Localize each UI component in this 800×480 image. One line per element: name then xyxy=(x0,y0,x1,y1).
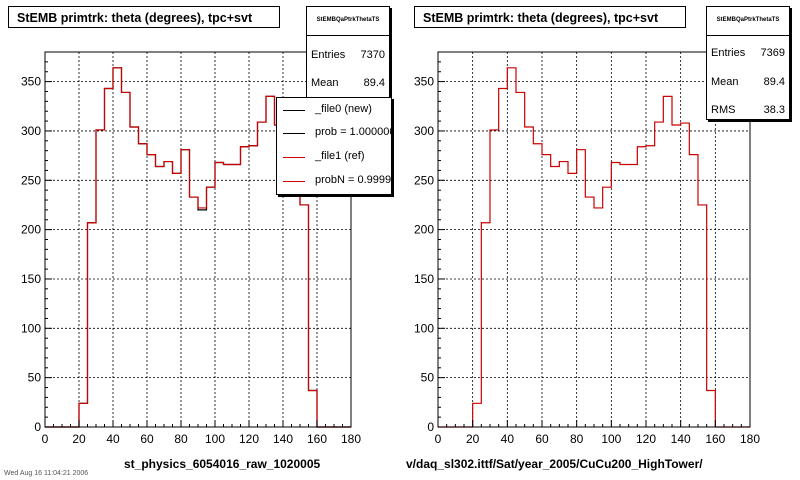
legend-swatch xyxy=(283,133,305,134)
y-tick-label: 350 xyxy=(414,75,434,89)
legend-item-file1: _file1 (ref) xyxy=(277,147,391,167)
stat-label: Entries xyxy=(311,49,346,61)
chart-title-left: StEMB primtrk: theta (degrees), tpc+svt xyxy=(8,6,280,28)
legend-label: _file0 (new) xyxy=(315,103,372,115)
x-tick-label: 20 xyxy=(72,432,86,446)
histogram-panel-right: 0 20 40 60 80 100 120 140 160 180 0 50 100 150 200 250 3… xyxy=(400,0,800,480)
y-tick-label: 0 xyxy=(427,420,434,434)
stats-title-right: StEMBQaPtrkThetaTS xyxy=(716,17,780,23)
stats-box-right: StEMBQaPtrkThetaTS Entries 7369 Mean 89.… xyxy=(706,6,790,120)
x-tick-label: 140 xyxy=(273,432,293,446)
stat-row-rms: RMS 38.3 xyxy=(711,104,785,116)
legend-label: prob = 1.000000 xyxy=(315,126,392,138)
grid-lines xyxy=(45,52,351,427)
x-tick-label: 180 xyxy=(341,432,361,446)
stat-value: 89.4 xyxy=(763,76,785,88)
x-tick-label: 140 xyxy=(671,432,691,446)
x-tick-label: 100 xyxy=(601,432,621,446)
x-tick-label: 120 xyxy=(636,432,656,446)
x-tick-label: 120 xyxy=(239,432,259,446)
footer-date: Wed Aug 16 11:04:21 2006 xyxy=(4,470,89,477)
legend-swatch xyxy=(283,181,305,182)
histogram-plot-right: 0 20 40 60 80 100 120 140 160 180 0 50 100 150 200 250 3… xyxy=(414,51,760,446)
legend-box: _file0 (new) prob = 1.000000 _file1 (ref… xyxy=(276,97,392,195)
stats-title-left: StEMBQaPtrkThetaTS xyxy=(316,17,380,23)
y-tick-label: 150 xyxy=(414,272,434,286)
x-tick-label: 60 xyxy=(535,432,549,446)
x-tick-label: 60 xyxy=(140,432,154,446)
x-tick-label: 180 xyxy=(740,432,760,446)
stat-label: Entries xyxy=(711,47,746,59)
x-tick-label: 100 xyxy=(205,432,225,446)
legend-swatch xyxy=(283,157,305,158)
histogram-panel-left: 0 20 40 60 80 100 120 140 160 180 0 50 100 150 200 250 3… xyxy=(4,6,392,477)
y-tick-label: 350 xyxy=(21,75,41,89)
stat-row-mean: Mean 89.4 xyxy=(311,77,385,89)
histogram-series-0 xyxy=(438,67,750,428)
stat-value: 7370 xyxy=(360,49,385,61)
stats-separator xyxy=(307,35,389,36)
plot-frame xyxy=(437,51,751,428)
legend-swatch xyxy=(283,110,305,111)
legend-item-probn: probN = 0.999977 xyxy=(277,171,392,191)
x-axis-filename-right: v/daq_sl302.ittf/Sat/year_2005/CuCu200_H… xyxy=(406,457,703,471)
y-tick-label: 50 xyxy=(28,371,42,385)
x-tick-label: 40 xyxy=(501,432,515,446)
y-tick-label: 150 xyxy=(21,272,41,286)
y-tick-label: 250 xyxy=(414,173,434,187)
y-tick-label: 100 xyxy=(21,321,41,335)
stat-value: 38.3 xyxy=(763,104,785,116)
stat-label: Mean xyxy=(311,77,339,89)
x-axis-filename-left: st_physics_6054016_raw_1020005 xyxy=(124,457,321,471)
y-tick-label: 250 xyxy=(21,173,41,187)
y-tick-label: 300 xyxy=(21,124,41,138)
stat-value: 89.4 xyxy=(363,77,385,89)
stat-value: 7369 xyxy=(760,47,785,59)
x-tick-label: 20 xyxy=(466,432,480,446)
legend-label: probN = 0.999977 xyxy=(315,174,392,186)
y-tick-label: 0 xyxy=(34,420,41,434)
stat-row-entries: Entries 7370 xyxy=(311,49,385,61)
x-tick-label: 80 xyxy=(570,432,584,446)
x-tick-label: 40 xyxy=(106,432,120,446)
x-tick-label: 0 xyxy=(435,432,442,446)
x-tick-label: 160 xyxy=(705,432,725,446)
legend-item-prob: prob = 1.000000 xyxy=(277,123,392,143)
y-tick-label: 100 xyxy=(414,321,434,335)
stat-label: RMS xyxy=(711,104,736,116)
x-tick-label: 160 xyxy=(307,432,327,446)
stat-row-mean: Mean 89.4 xyxy=(711,76,785,88)
y-tick-label: 300 xyxy=(414,124,434,138)
stat-label: Mean xyxy=(711,76,739,88)
legend-item-file0: _file0 (new) xyxy=(277,100,391,120)
y-tick-label: 200 xyxy=(414,223,434,237)
chart-title-right: StEMB primtrk: theta (degrees), tpc+svt xyxy=(414,6,686,28)
y-tick-label: 200 xyxy=(21,223,41,237)
grid-lines xyxy=(438,52,750,427)
x-tick-label: 0 xyxy=(42,432,49,446)
stats-separator xyxy=(707,35,789,36)
x-tick-label: 80 xyxy=(174,432,188,446)
histogram-plot-left: 0 20 40 60 80 100 120 140 160 180 0 50 100 150 200 250 3… xyxy=(21,51,361,446)
legend-label: _file1 (ref) xyxy=(315,150,365,162)
stat-row-entries: Entries 7369 xyxy=(711,47,785,59)
y-tick-label: 50 xyxy=(421,371,435,385)
